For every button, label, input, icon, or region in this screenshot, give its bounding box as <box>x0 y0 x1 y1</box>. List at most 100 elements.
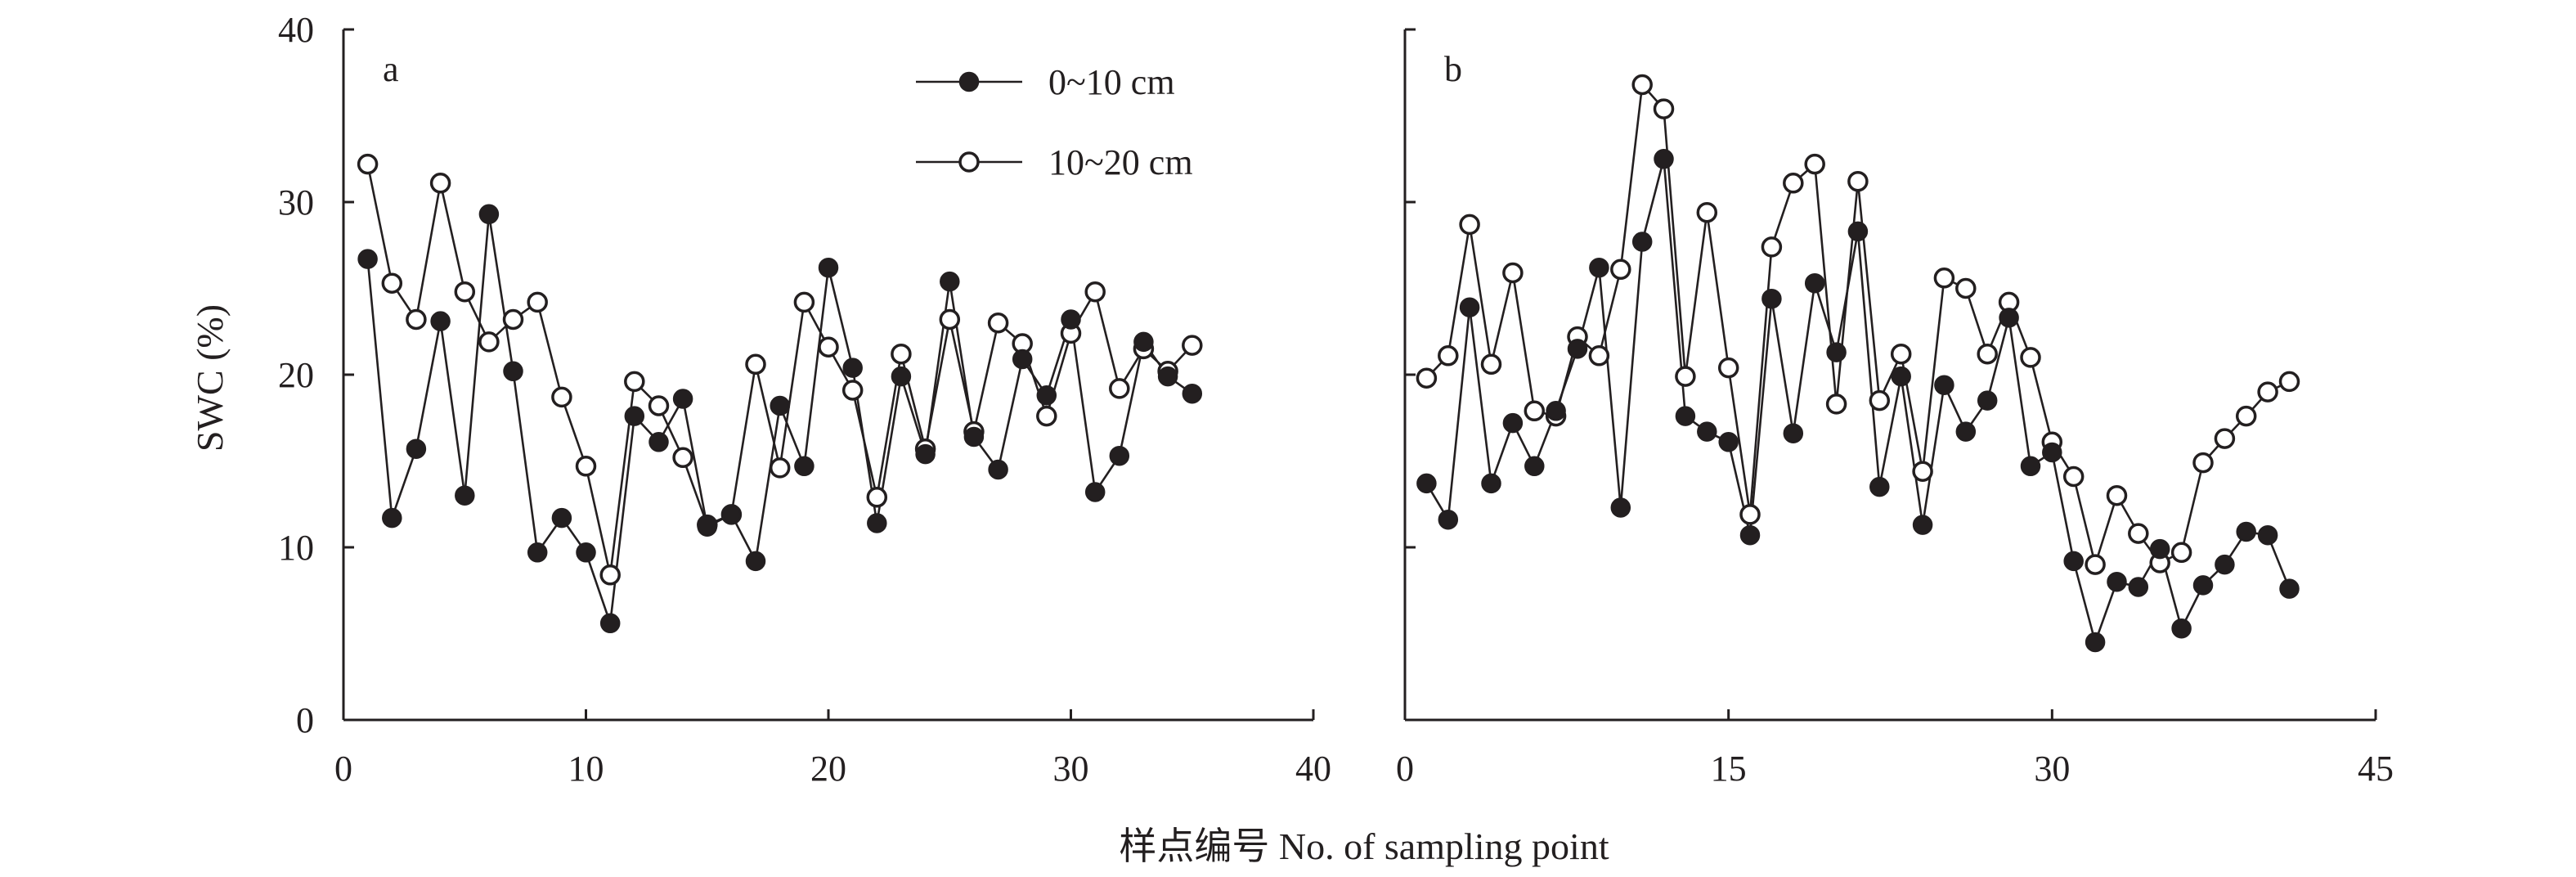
data-point <box>430 311 451 331</box>
x-tick-label: 15 <box>1711 749 1747 789</box>
data-point <box>1653 98 1675 119</box>
data-point <box>841 380 864 401</box>
data-point <box>1416 367 1438 389</box>
data-point <box>1696 201 1718 223</box>
data-point <box>1438 345 1459 367</box>
data-point <box>1459 297 1480 317</box>
data-point <box>842 358 863 378</box>
data-point <box>1654 149 1674 169</box>
data-point <box>1631 74 1653 96</box>
data-point <box>1955 421 1977 442</box>
data-point <box>575 456 597 477</box>
x-tick-label: 10 <box>568 749 604 789</box>
data-point <box>406 308 427 331</box>
data-point <box>357 249 378 269</box>
x-tick-label: 40 <box>1295 749 1331 789</box>
data-point <box>478 331 500 353</box>
x-tick-label: 20 <box>810 749 846 789</box>
data-point <box>1012 349 1033 370</box>
data-point <box>1739 504 1761 525</box>
y-tick-label: 20 <box>278 355 314 395</box>
data-point <box>1890 343 1912 365</box>
data-point <box>697 516 718 537</box>
data-point <box>1761 236 1783 258</box>
data-point <box>1502 262 1524 284</box>
data-point <box>1739 524 1761 546</box>
data-point <box>1061 309 1081 330</box>
data-point <box>648 432 669 452</box>
series-line-depth-0-10 <box>366 214 1193 624</box>
data-point <box>1912 515 1933 535</box>
data-point <box>672 389 693 409</box>
data-point <box>1804 153 1825 175</box>
data-point <box>2236 521 2256 542</box>
data-point <box>2063 551 2084 572</box>
data-point <box>988 459 1008 480</box>
data-point <box>1610 497 1631 518</box>
data-point <box>1631 232 1653 252</box>
data-point <box>1133 331 1154 353</box>
data-point <box>1589 257 1609 278</box>
data-point <box>1977 390 1998 411</box>
y-tick-label: 40 <box>278 10 314 50</box>
data-point <box>599 564 621 586</box>
data-point <box>2279 578 2300 599</box>
data-point <box>1084 281 1106 303</box>
data-point <box>891 343 912 365</box>
data-point <box>2170 542 2192 564</box>
data-point <box>2128 577 2149 597</box>
x-tick-label: 0 <box>1396 749 1414 789</box>
data-point <box>721 504 742 525</box>
legend-label: 0~10 cm <box>1048 62 1175 102</box>
data-point <box>1524 400 1546 422</box>
data-point <box>963 426 985 447</box>
data-point <box>2085 554 2106 575</box>
data-point <box>866 487 888 508</box>
data-point <box>2235 405 2257 427</box>
data-point <box>793 291 815 313</box>
y-tick-label: 10 <box>278 528 314 568</box>
data-point <box>745 551 766 572</box>
data-point <box>891 366 912 387</box>
data-point <box>1438 509 1459 530</box>
data-point <box>867 513 887 533</box>
legend-marker <box>958 151 980 173</box>
x-tick-label: 30 <box>1053 749 1089 789</box>
data-point <box>769 457 791 479</box>
data-point <box>1847 170 1869 192</box>
data-point <box>940 271 960 292</box>
data-point <box>381 272 403 294</box>
data-point <box>576 542 596 563</box>
data-point <box>406 438 427 459</box>
data-point <box>2107 571 2127 592</box>
data-point <box>2020 347 2041 368</box>
data-point <box>1416 473 1437 494</box>
data-point <box>1999 308 2019 328</box>
data-point <box>2215 554 2235 575</box>
data-point <box>551 507 572 528</box>
data-point <box>1933 268 1955 289</box>
data-point <box>357 153 379 175</box>
data-point <box>915 443 936 465</box>
data-point <box>1891 366 1911 387</box>
panel-b: 0 15 30 45 b <box>1396 28 2394 789</box>
data-point <box>478 204 500 225</box>
data-point <box>2149 538 2170 560</box>
series-line-depth-10-20 <box>1425 82 2291 569</box>
data-point <box>1109 378 1130 399</box>
data-point <box>818 257 839 278</box>
data-point <box>624 371 645 393</box>
data-point <box>1524 456 1545 477</box>
data-point <box>1109 445 1130 466</box>
data-point <box>2171 618 2192 639</box>
data-point <box>2020 456 2041 477</box>
data-point <box>2106 484 2128 506</box>
data-point <box>382 507 402 528</box>
data-point <box>1546 401 1566 421</box>
data-point <box>2128 523 2149 544</box>
data-point <box>502 308 524 331</box>
x-axis-title: 样点编号 No. of sampling point <box>1119 825 1609 867</box>
data-point <box>1783 173 1804 194</box>
data-point <box>648 395 670 416</box>
